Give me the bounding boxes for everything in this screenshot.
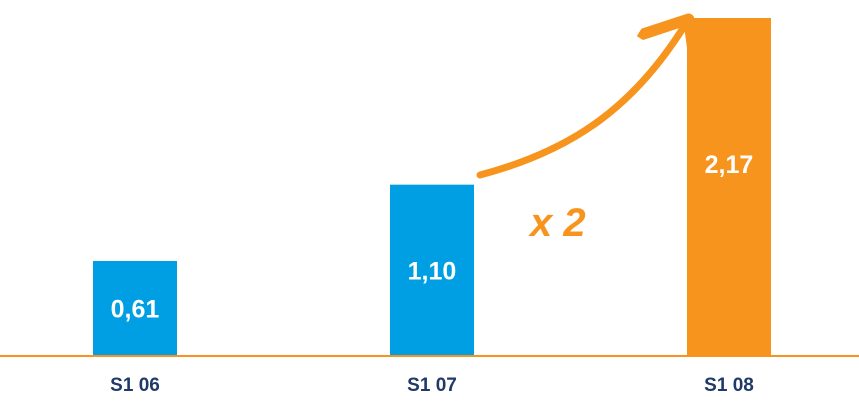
value-label: 2,17 — [705, 151, 754, 179]
bars-group — [93, 18, 771, 356]
value-labels-group: 0,61 1,10 2,17 — [111, 151, 754, 323]
growth-annotation: x 2 — [528, 201, 586, 245]
bar-s1-07 — [390, 184, 474, 356]
growth-arrow — [476, 25, 685, 179]
category-label: S1 06 — [110, 375, 160, 396]
category-label: S1 07 — [407, 375, 457, 396]
value-label: 0,61 — [111, 295, 160, 323]
category-labels-group: S1 06 S1 07 S1 08 — [110, 375, 754, 396]
bar-s1-08 — [687, 18, 771, 356]
value-label: 1,10 — [408, 257, 457, 285]
bar-s1-06 — [93, 260, 177, 356]
category-label: S1 08 — [704, 375, 754, 396]
